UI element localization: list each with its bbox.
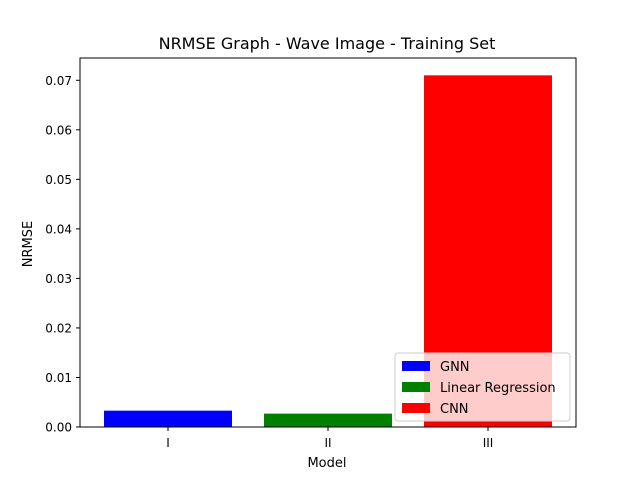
x-tick-label-i: I — [166, 436, 170, 450]
y-tick-label: 0.05 — [45, 173, 72, 187]
y-ticks-layer: 0.00 0.01 0.02 0.03 0.04 0.05 0.06 0.07 — [45, 74, 80, 435]
y-tick-label: 0.01 — [45, 371, 72, 385]
x-tick-label-iii: III — [483, 436, 494, 450]
x-ticks-layer: I II III — [166, 427, 493, 450]
bar-ii — [264, 413, 392, 427]
chart-title: NRMSE Graph - Wave Image - Training Set — [159, 34, 496, 53]
bar-i — [104, 410, 232, 427]
y-axis-label: NRMSE — [21, 221, 36, 267]
legend-swatch-1 — [402, 361, 430, 371]
legend-label-1: GNN — [440, 360, 470, 375]
plot-area-frame — [79, 57, 577, 428]
legend: GNN Linear Regression CNN — [394, 352, 571, 422]
legend-swatch-3 — [402, 403, 430, 413]
legend-box — [394, 352, 571, 422]
y-tick-label: 0.02 — [45, 321, 72, 335]
legend-swatch-2 — [402, 382, 430, 392]
y-tick-label: 0.04 — [45, 222, 72, 236]
y-tick-label: 0.06 — [45, 123, 72, 137]
legend-label-2: Linear Regression — [440, 381, 556, 396]
y-tick-label: 0.07 — [45, 74, 72, 88]
legend-label-3: CNN — [440, 402, 469, 417]
y-tick-label: 0.03 — [45, 272, 72, 286]
x-axis-label: Model — [307, 456, 346, 471]
y-tick-label: 0.00 — [45, 421, 72, 435]
x-tick-label-ii: II — [324, 436, 331, 450]
